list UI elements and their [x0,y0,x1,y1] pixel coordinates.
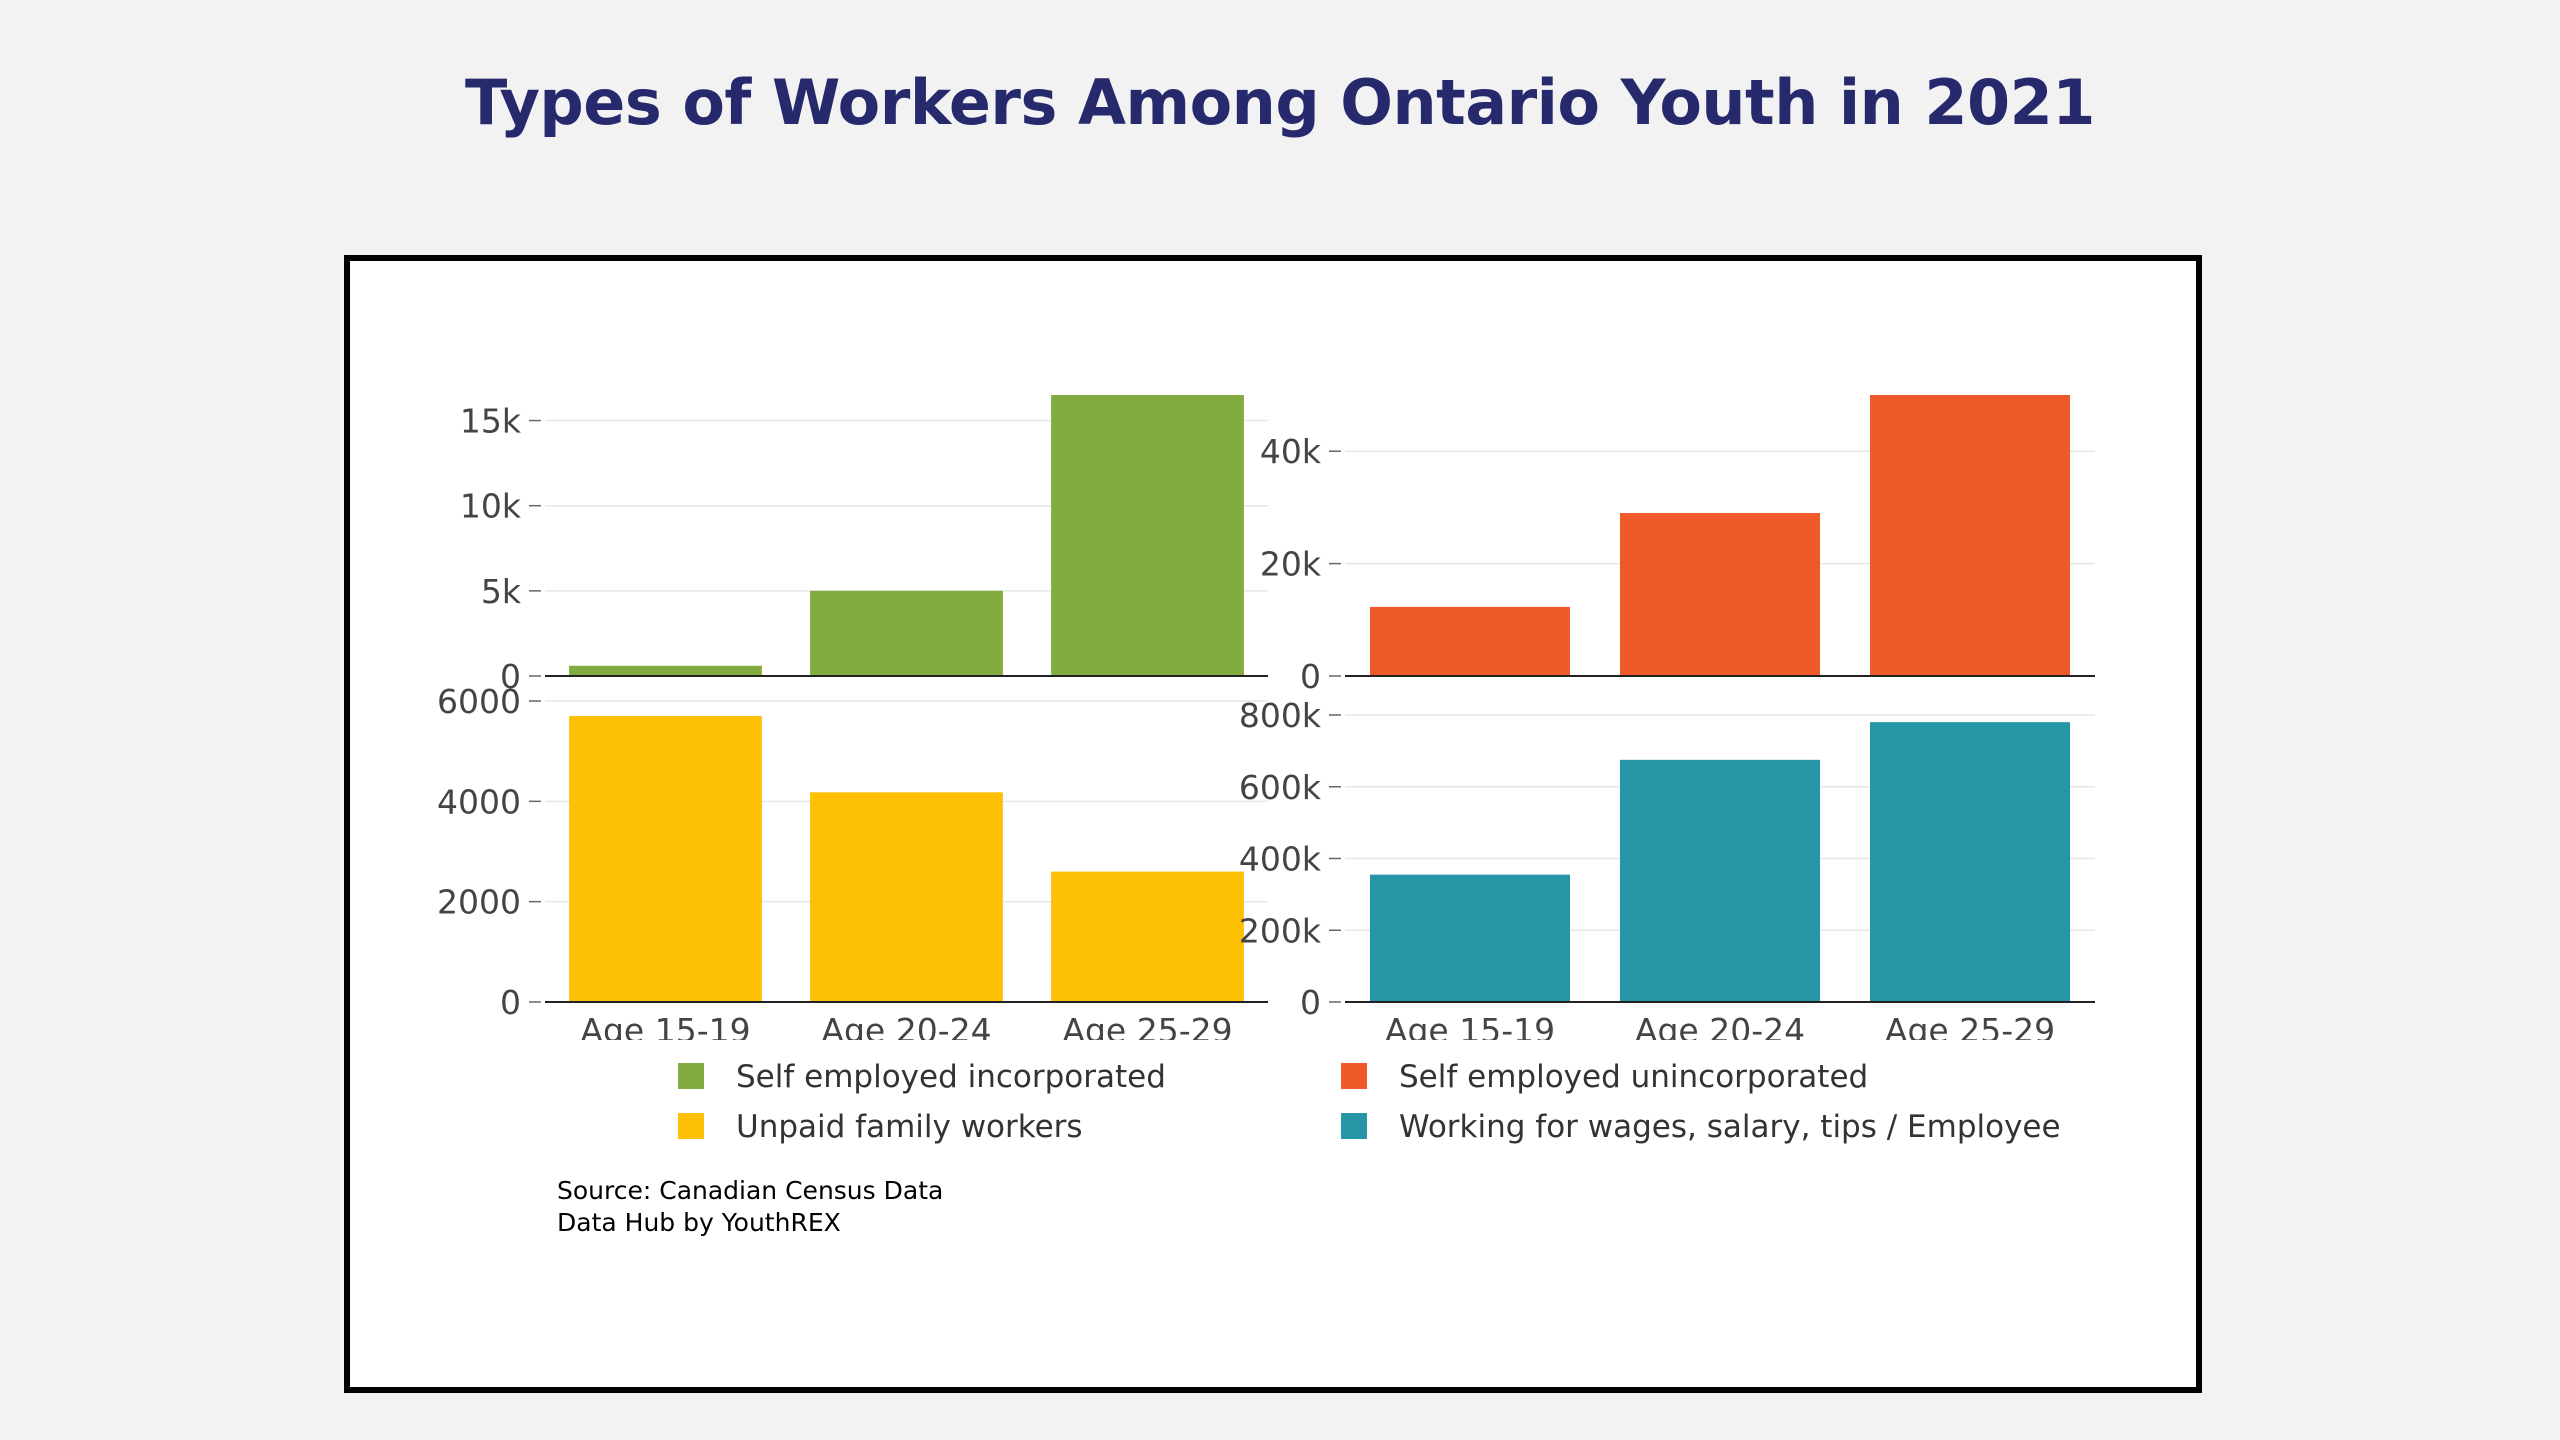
chart-frame: 0 5k 10k 15k 0 20k 40k 0 2000 4000 6000 Age 15-19 Ag… [344,255,2202,1393]
legend-swatch-unpaid-family-workers[interactable] [678,1113,704,1139]
self-employed-incorporated-ytick-label: 15k [460,402,522,441]
self-employed-incorporated-bar-age-25-29[interactable] [1051,395,1244,676]
unpaid-family-workers-ytick-label: 6000 [437,682,521,721]
chart-svg: 0 5k 10k 15k 0 20k 40k 0 2000 4000 6000 Age 15-19 Ag… [437,395,2095,1237]
x-tick-label-age-20-24: Age 20-24 [1635,1011,1805,1050]
legend-item-unpaid-family-workers[interactable]: Unpaid family workers [736,1109,1083,1145]
self-employed-incorporated-bar-age-20-24[interactable] [810,590,1003,676]
unpaid-family-workers-bar-age-25-29[interactable] [1051,871,1244,1002]
unpaid-family-workers-bar-age-20-24[interactable] [810,792,1003,1002]
unpaid-family-workers-ytick-label: 2000 [437,883,521,922]
working-for-wages-salary-tips-employee-bar-age-20-24[interactable] [1620,759,1820,1002]
source-line-2: Data Hub by YouthREX [557,1208,841,1237]
source-line-1: Source: Canadian Census Data [557,1176,943,1205]
legend-item-working-for-wages-salary-tips-employee[interactable]: Working for wages, salary, tips / Employ… [1399,1109,2061,1145]
working-for-wages-salary-tips-employee-ytick-label: 800k [1239,696,1322,735]
self-employed-unincorporated-bar-age-20-24[interactable] [1620,513,1820,676]
self-employed-unincorporated-ytick-label: 0 [1300,657,1321,696]
legend-swatch-self-employed-incorporated[interactable] [678,1063,704,1089]
self-employed-unincorporated-bar-age-25-29[interactable] [1870,395,2070,676]
working-for-wages-salary-tips-employee-ytick-label: 0 [1300,983,1321,1022]
x-tick-label-age-20-24: Age 20-24 [821,1011,991,1050]
unpaid-family-workers-bar-age-15-19[interactable] [569,716,762,1002]
self-employed-incorporated-ytick-label: 5k [481,572,522,611]
x-tick-label-age-25-29: Age 25-29 [1062,1011,1232,1050]
legend-swatch-self-employed-unincorporated[interactable] [1341,1063,1367,1089]
x-tick-label-age-15-19: Age 15-19 [580,1011,750,1050]
unpaid-family-workers-ytick-label: 4000 [437,782,521,821]
self-employed-unincorporated-bar-age-15-19[interactable] [1370,606,1570,676]
self-employed-incorporated-bar-age-15-19[interactable] [569,665,762,676]
self-employed-unincorporated-ytick-label: 40k [1260,432,1322,471]
page-title: Types of Workers Among Ontario Youth in … [465,66,2095,139]
self-employed-incorporated-ytick-label: 0 [500,657,521,696]
working-for-wages-salary-tips-employee-ytick-label: 600k [1239,768,1322,807]
working-for-wages-salary-tips-employee-bar-age-25-29[interactable] [1870,722,2070,1002]
legend-item-self-employed-incorporated[interactable]: Self employed incorporated [736,1059,1166,1095]
legend-swatch-working-for-wages-salary-tips-employee[interactable] [1341,1113,1367,1139]
legend-item-self-employed-unincorporated[interactable]: Self employed unincorporated [1399,1059,1868,1095]
self-employed-incorporated-ytick-label: 10k [460,487,522,526]
working-for-wages-salary-tips-employee-bar-age-15-19[interactable] [1370,874,1570,1002]
x-tick-label-age-25-29: Age 25-29 [1885,1011,2055,1050]
self-employed-unincorporated-ytick-label: 20k [1260,545,1322,584]
working-for-wages-salary-tips-employee-ytick-label: 200k [1239,911,1322,950]
unpaid-family-workers-ytick-label: 0 [500,983,521,1022]
x-tick-label-age-15-19: Age 15-19 [1385,1011,1555,1050]
working-for-wages-salary-tips-employee-ytick-label: 400k [1239,840,1322,879]
